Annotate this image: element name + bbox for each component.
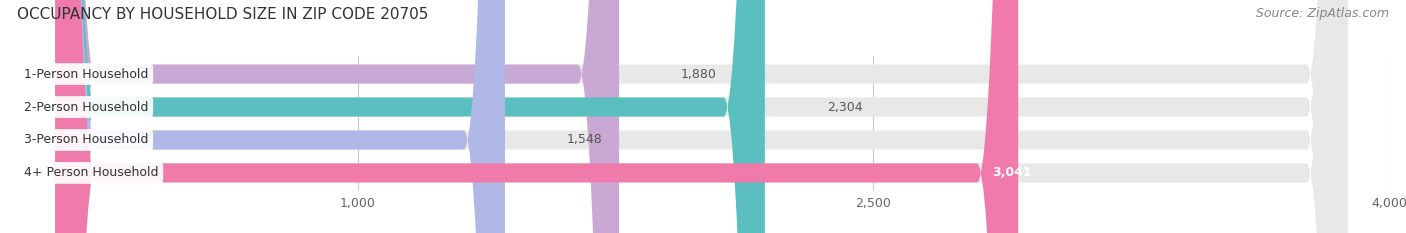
- FancyBboxPatch shape: [55, 0, 1348, 233]
- FancyBboxPatch shape: [55, 0, 1018, 233]
- Text: 1,880: 1,880: [681, 68, 717, 81]
- Text: 3-Person Household: 3-Person Household: [24, 134, 149, 147]
- FancyBboxPatch shape: [55, 0, 1348, 233]
- FancyBboxPatch shape: [55, 0, 619, 233]
- FancyBboxPatch shape: [55, 0, 1348, 233]
- Text: 1,548: 1,548: [567, 134, 603, 147]
- Text: Source: ZipAtlas.com: Source: ZipAtlas.com: [1256, 7, 1389, 20]
- Text: 1-Person Household: 1-Person Household: [24, 68, 149, 81]
- FancyBboxPatch shape: [55, 0, 765, 233]
- FancyBboxPatch shape: [55, 0, 505, 233]
- Text: OCCUPANCY BY HOUSEHOLD SIZE IN ZIP CODE 20705: OCCUPANCY BY HOUSEHOLD SIZE IN ZIP CODE …: [17, 7, 429, 22]
- FancyBboxPatch shape: [55, 0, 1348, 233]
- Text: 2-Person Household: 2-Person Household: [24, 100, 149, 113]
- Text: 2,304: 2,304: [827, 100, 862, 113]
- Text: 3,041: 3,041: [993, 166, 1032, 179]
- Text: 4+ Person Household: 4+ Person Household: [24, 166, 159, 179]
